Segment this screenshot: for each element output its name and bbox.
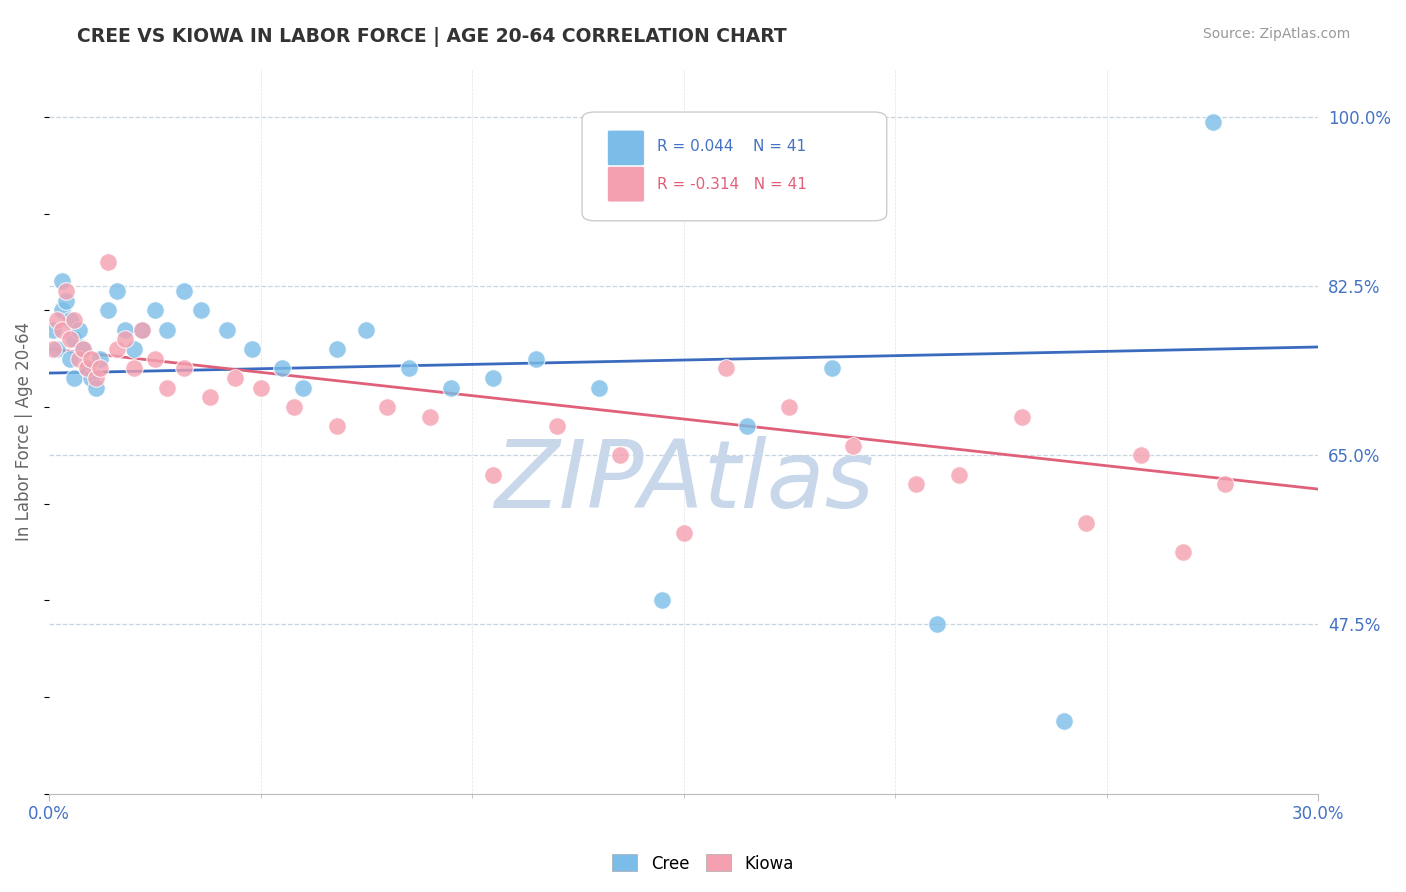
Point (325, 419, 347, 434)
Point (283, 400, 305, 414)
Point (72, 342, 94, 356)
Point (173, 284, 195, 298)
Point (905, 477, 928, 491)
Point (215, 322, 238, 336)
Point (59, 332, 82, 346)
Point (249, 381, 271, 395)
Point (927, 617, 949, 632)
Point (1213, 477, 1236, 491)
Point (63, 332, 86, 346)
Point (84, 371, 107, 385)
Point (67, 322, 90, 336)
Point (42, 322, 65, 336)
Point (356, 322, 378, 336)
Point (80, 351, 103, 366)
Point (89, 351, 111, 366)
Point (51, 303, 73, 318)
Point (482, 371, 505, 385)
Point (131, 322, 153, 336)
Point (143, 351, 166, 366)
Point (1171, 545, 1194, 559)
Point (114, 332, 136, 346)
Point (76, 361, 98, 376)
Point (42, 342, 65, 356)
Point (1201, 114, 1223, 128)
Point (105, 342, 128, 356)
Legend: Cree, Kiowa: Cree, Kiowa (606, 847, 800, 880)
Point (84, 381, 107, 395)
Point (67, 351, 90, 366)
Point (482, 467, 505, 482)
Point (143, 303, 166, 318)
Text: CREE VS KIOWA IN LABOR FORCE | AGE 20-64 CORRELATION CHART: CREE VS KIOWA IN LABOR FORCE | AGE 20-64… (77, 27, 787, 46)
Point (131, 322, 153, 336)
FancyBboxPatch shape (607, 130, 644, 166)
Point (270, 361, 292, 376)
Point (105, 284, 128, 298)
Point (588, 381, 610, 395)
Point (51, 274, 73, 288)
Text: R = 0.044    N = 41: R = 0.044 N = 41 (657, 138, 806, 153)
Point (546, 419, 568, 434)
Point (59, 313, 82, 327)
Point (114, 322, 136, 336)
Point (377, 400, 399, 414)
Point (398, 361, 420, 376)
Point (76, 361, 98, 376)
Point (156, 381, 179, 395)
Point (672, 525, 695, 540)
Point (198, 390, 221, 404)
Point (46, 313, 69, 327)
Point (122, 342, 145, 356)
Point (51, 322, 73, 336)
Point (735, 419, 758, 434)
Point (63, 371, 86, 385)
Point (714, 361, 737, 376)
Point (55, 293, 77, 308)
Point (46, 342, 69, 356)
Point (1053, 714, 1076, 728)
Point (524, 351, 547, 366)
Point (156, 322, 179, 336)
Point (419, 409, 441, 424)
Point (80, 371, 103, 385)
Point (173, 361, 195, 376)
Point (59, 351, 82, 366)
Text: ZIPAtlas: ZIPAtlas (494, 436, 873, 527)
FancyBboxPatch shape (582, 112, 887, 221)
FancyBboxPatch shape (607, 167, 644, 202)
Point (97, 303, 120, 318)
Point (55, 284, 77, 298)
Point (89, 361, 111, 376)
Point (948, 467, 970, 482)
Point (609, 448, 631, 462)
Point (291, 381, 314, 395)
Point (72, 342, 94, 356)
Point (97, 255, 120, 269)
Text: R = -0.314   N = 41: R = -0.314 N = 41 (657, 177, 807, 192)
Point (325, 342, 347, 356)
Point (842, 439, 865, 453)
Point (651, 593, 673, 607)
Y-axis label: In Labor Force | Age 20-64: In Labor Force | Age 20-64 (15, 321, 32, 541)
Point (1129, 448, 1152, 462)
Point (190, 303, 212, 318)
Point (1074, 516, 1097, 530)
Point (440, 381, 463, 395)
Point (63, 313, 86, 327)
Point (1011, 409, 1033, 424)
Point (821, 361, 844, 376)
Point (122, 361, 145, 376)
Text: Source: ZipAtlas.com: Source: ZipAtlas.com (1202, 27, 1350, 41)
Point (224, 371, 246, 385)
Point (778, 400, 800, 414)
Point (240, 342, 263, 356)
